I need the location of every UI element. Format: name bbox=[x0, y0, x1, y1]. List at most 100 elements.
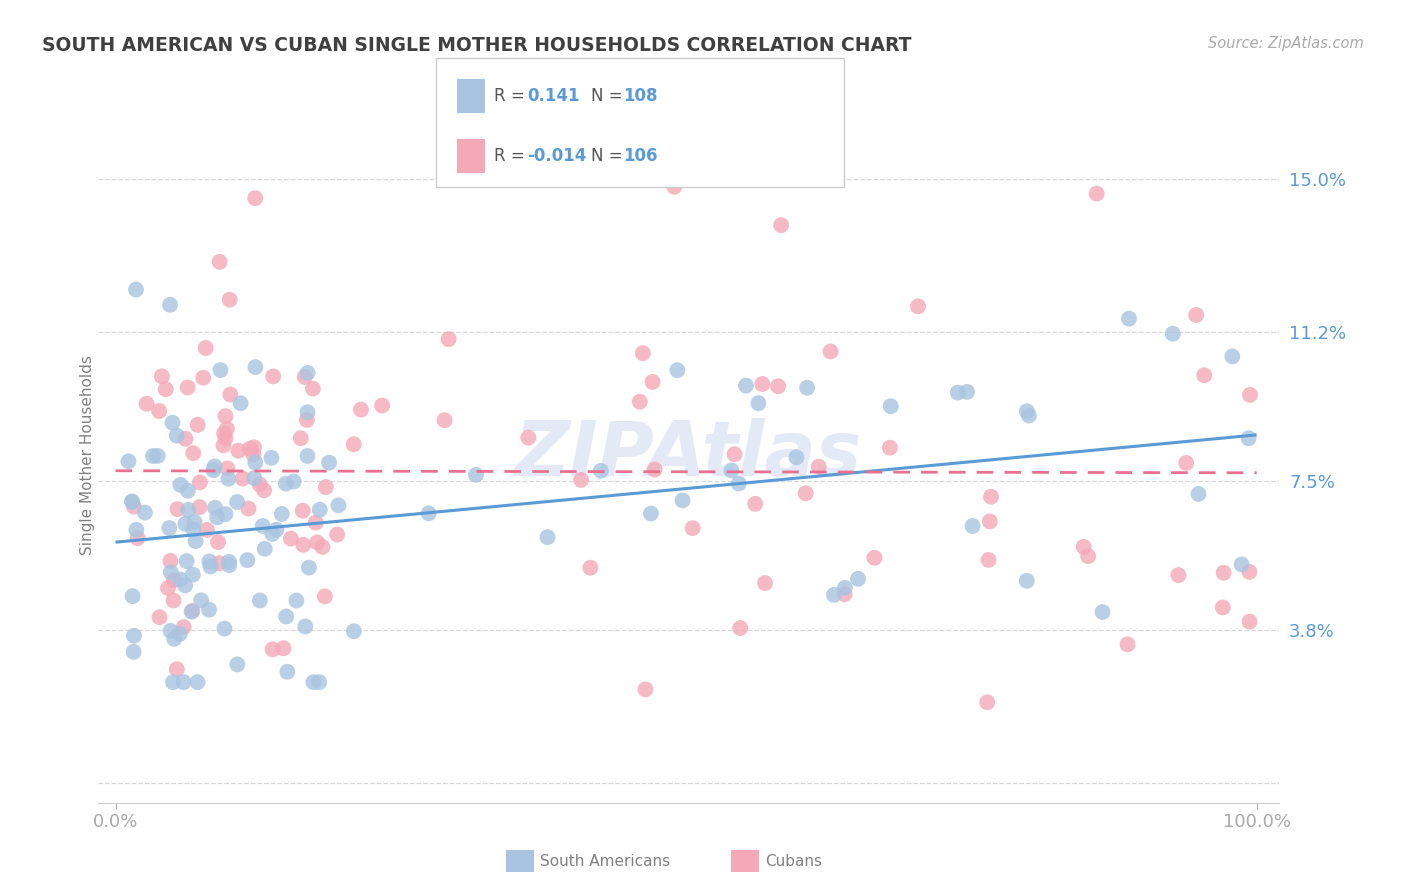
Point bbox=[209, 363, 232, 377]
Point bbox=[291, 504, 314, 518]
Point bbox=[1015, 404, 1038, 418]
Point bbox=[1185, 308, 1208, 322]
Point bbox=[1239, 565, 1261, 579]
Point bbox=[174, 578, 197, 592]
Point bbox=[190, 593, 212, 607]
Point bbox=[229, 396, 252, 410]
Point bbox=[735, 378, 758, 392]
Point bbox=[186, 675, 208, 690]
Point bbox=[184, 534, 207, 549]
Point bbox=[198, 554, 221, 568]
Point bbox=[1091, 605, 1114, 619]
Point bbox=[232, 472, 254, 486]
Point bbox=[121, 494, 143, 508]
Point bbox=[727, 476, 749, 491]
Point bbox=[169, 573, 191, 587]
Point bbox=[207, 535, 229, 549]
Point bbox=[187, 417, 209, 432]
Point bbox=[863, 550, 886, 565]
Point bbox=[977, 553, 1000, 567]
Point bbox=[266, 523, 288, 537]
Point bbox=[589, 464, 612, 478]
Point bbox=[162, 675, 184, 690]
Point bbox=[226, 495, 249, 509]
Point bbox=[834, 587, 856, 601]
Point bbox=[180, 605, 202, 619]
Point bbox=[219, 387, 242, 401]
Point bbox=[188, 500, 211, 515]
Point bbox=[294, 619, 316, 633]
Point bbox=[242, 448, 264, 462]
Text: Source: ZipAtlas.com: Source: ZipAtlas.com bbox=[1208, 36, 1364, 51]
Point bbox=[1187, 487, 1209, 501]
Point bbox=[962, 519, 984, 533]
Point bbox=[1239, 615, 1261, 629]
Point bbox=[1077, 549, 1099, 563]
Point bbox=[294, 369, 316, 384]
Point bbox=[1118, 311, 1140, 326]
Point bbox=[245, 455, 267, 469]
Point bbox=[433, 413, 456, 427]
Point bbox=[218, 293, 240, 307]
Point bbox=[628, 394, 651, 409]
Point bbox=[682, 521, 704, 535]
Point bbox=[169, 478, 191, 492]
Point bbox=[1230, 558, 1253, 572]
Point bbox=[159, 624, 181, 638]
Point bbox=[273, 641, 295, 656]
Point bbox=[157, 521, 180, 535]
Point bbox=[150, 369, 173, 384]
Point bbox=[183, 522, 205, 536]
Point bbox=[307, 535, 329, 549]
Point bbox=[174, 516, 197, 531]
Point bbox=[159, 298, 181, 312]
Point bbox=[173, 620, 195, 634]
Point bbox=[536, 530, 558, 544]
Point bbox=[751, 376, 773, 391]
Point bbox=[156, 581, 179, 595]
Point bbox=[285, 593, 308, 607]
Point bbox=[159, 554, 181, 568]
Point bbox=[980, 490, 1002, 504]
Point bbox=[956, 384, 979, 399]
Point bbox=[1085, 186, 1108, 201]
Point bbox=[292, 538, 315, 552]
Point bbox=[162, 593, 184, 607]
Point bbox=[238, 501, 260, 516]
Point bbox=[314, 590, 336, 604]
Point bbox=[121, 495, 143, 509]
Point bbox=[297, 366, 319, 380]
Point bbox=[214, 431, 236, 445]
Point bbox=[183, 515, 205, 529]
Point bbox=[834, 581, 856, 595]
Point bbox=[744, 497, 766, 511]
Point bbox=[122, 629, 145, 643]
Point bbox=[193, 370, 215, 384]
Text: N =: N = bbox=[591, 87, 627, 104]
Point bbox=[666, 363, 689, 377]
Point bbox=[122, 645, 145, 659]
Y-axis label: Single Mother Households: Single Mother Households bbox=[80, 355, 94, 555]
Point bbox=[155, 382, 177, 396]
Point bbox=[796, 381, 818, 395]
Point bbox=[262, 642, 284, 657]
Point bbox=[1175, 456, 1198, 470]
Point bbox=[226, 657, 249, 672]
Point bbox=[214, 507, 236, 521]
Point bbox=[243, 471, 266, 485]
Point bbox=[318, 456, 340, 470]
Point bbox=[308, 675, 330, 690]
Point bbox=[217, 461, 239, 475]
Point bbox=[302, 382, 325, 396]
Point bbox=[135, 397, 157, 411]
Point bbox=[253, 541, 276, 556]
Point bbox=[1239, 388, 1261, 402]
Point bbox=[418, 507, 440, 521]
Point bbox=[641, 375, 664, 389]
Point bbox=[166, 502, 188, 516]
Point bbox=[976, 695, 998, 709]
Point bbox=[276, 609, 298, 624]
Point bbox=[270, 507, 292, 521]
Point bbox=[148, 610, 170, 624]
Point bbox=[195, 523, 218, 537]
